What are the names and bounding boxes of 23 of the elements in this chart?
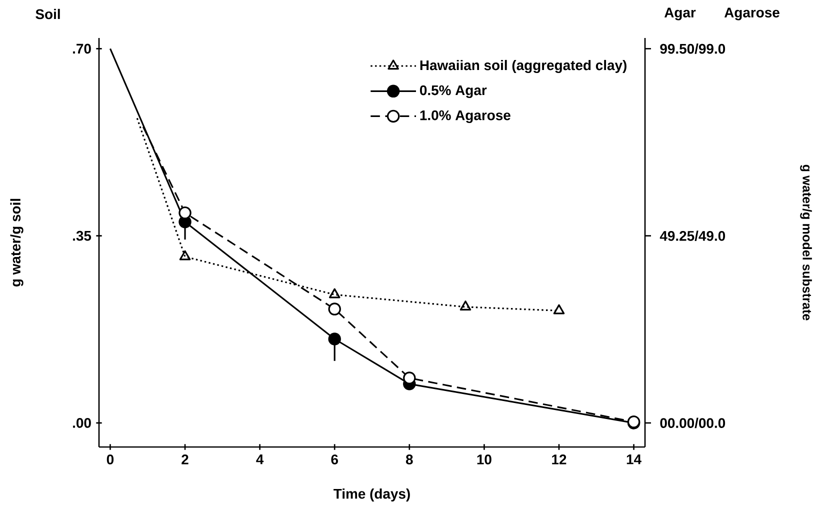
legend-label: 1.0% Agarose xyxy=(420,110,510,124)
text: Agarose xyxy=(724,8,780,20)
x-tick-label: 12 xyxy=(552,454,566,464)
y-tick-label: .00 xyxy=(73,418,91,428)
x-axis-title: Time (days) xyxy=(334,488,410,502)
text: Soil xyxy=(36,8,60,20)
x-tick-label: 8 xyxy=(406,454,413,464)
legend-label: Hawaiian soil (aggregated clay) xyxy=(420,60,626,74)
text: 99.50/99.0 xyxy=(660,44,726,54)
text: Agar xyxy=(664,8,696,20)
x-tick-label: 2 xyxy=(182,454,188,464)
y-tick-label: .70 xyxy=(73,44,91,54)
text: 49.25/49.0 xyxy=(660,230,726,242)
x-tick-label: 4 xyxy=(256,454,264,464)
text: 00.00/00.0 xyxy=(660,418,726,428)
x-tick-label: 6 xyxy=(331,454,338,464)
y-tick-label: .35 xyxy=(73,230,92,241)
text: g water/g model substrate xyxy=(800,164,812,320)
y-axis-title: g water/g soil xyxy=(10,198,24,287)
x-tick-label: 10 xyxy=(477,454,492,464)
x-tick-label: 14 xyxy=(626,454,642,464)
legend-label: 0.5% Agar xyxy=(420,85,487,98)
x-tick-label: 0 xyxy=(106,454,114,464)
